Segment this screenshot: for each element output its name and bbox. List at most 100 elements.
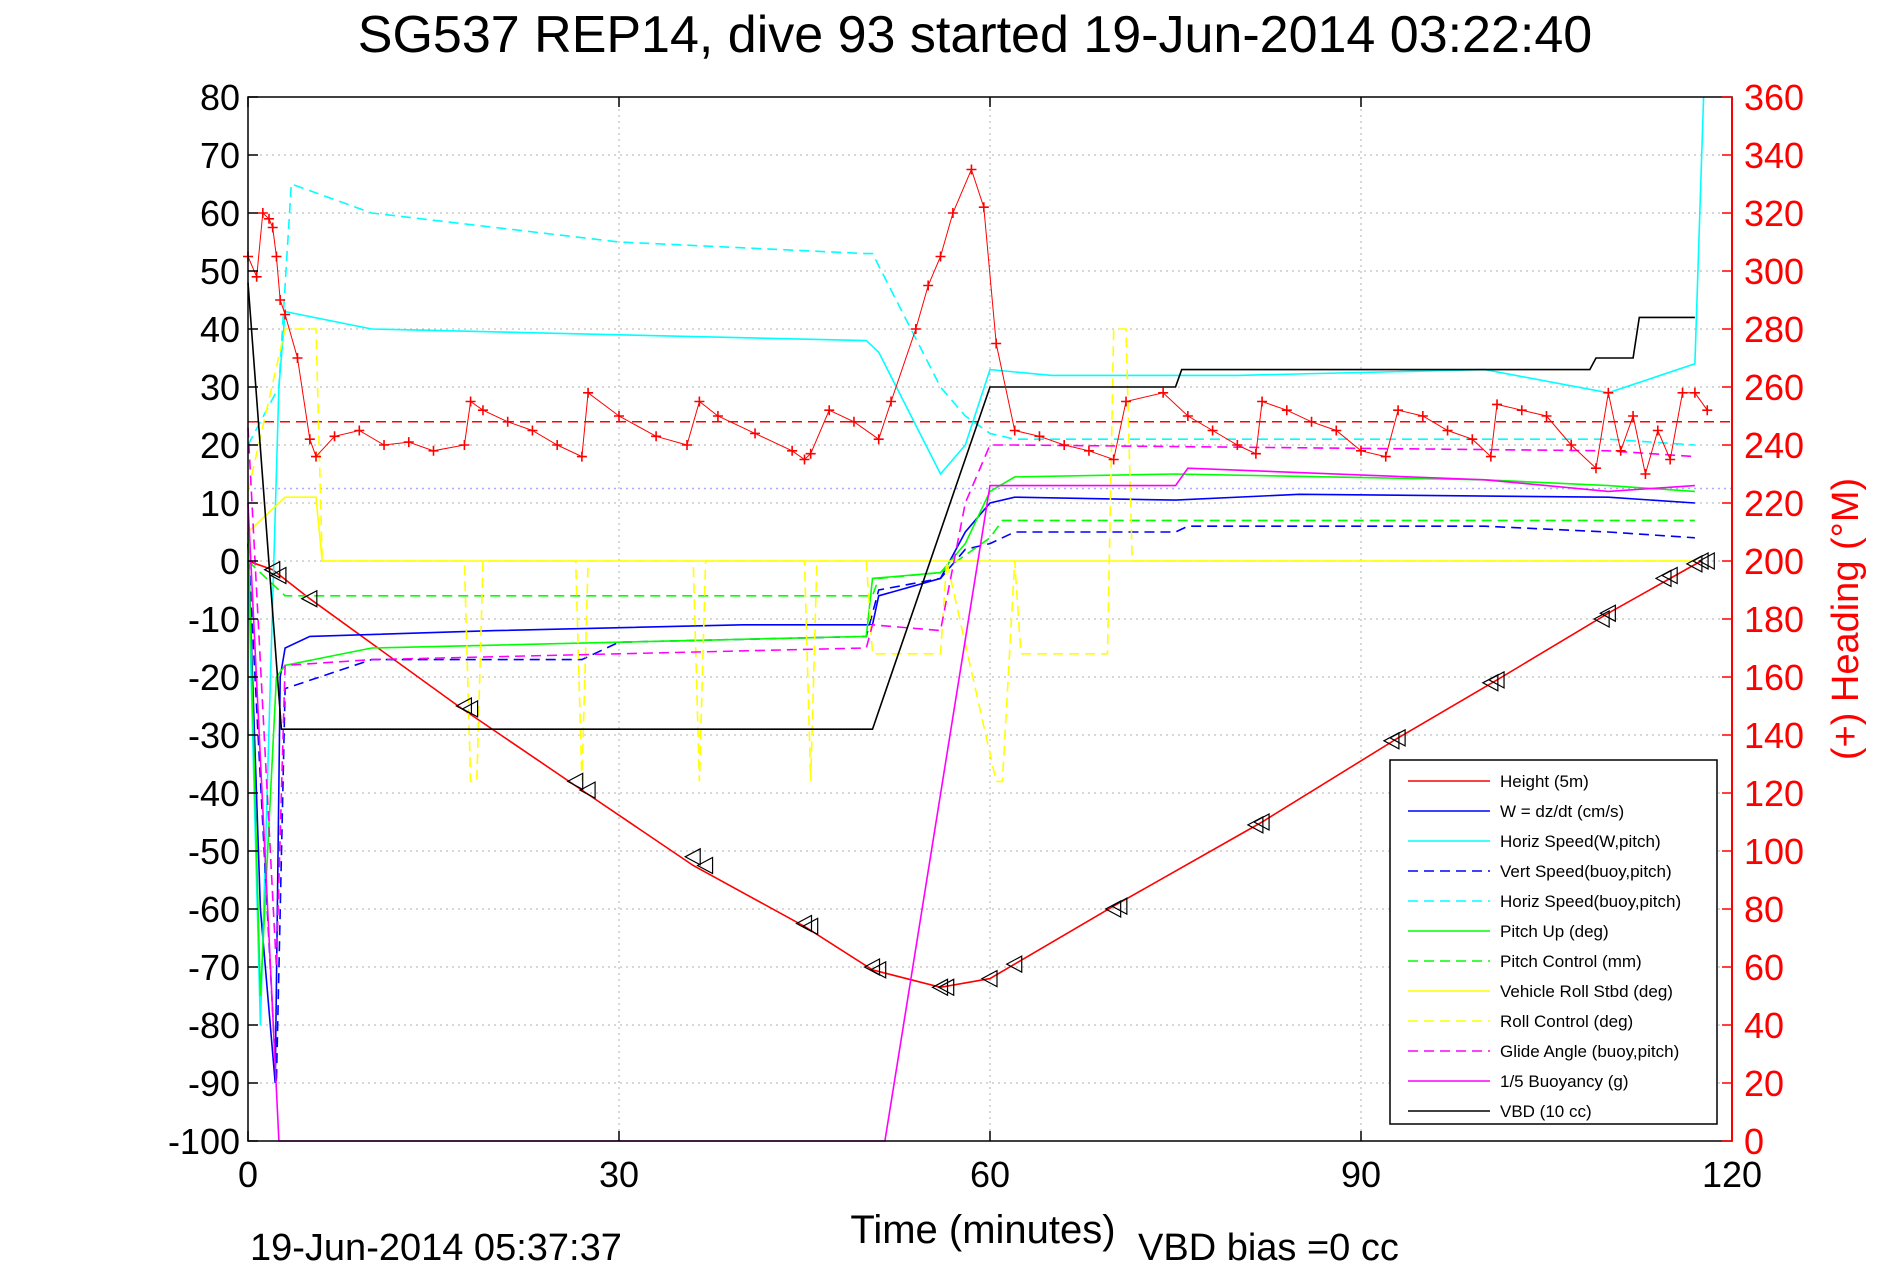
heading-point <box>1182 411 1193 421</box>
heading-point <box>966 164 977 175</box>
y2-axis-label: (+) Heading (°M) <box>1825 478 1867 760</box>
series-line <box>247 182 1695 446</box>
height-marker <box>263 560 281 579</box>
heading-markers <box>243 164 1713 479</box>
heading-point <box>805 448 816 459</box>
y-tick-label: 20 <box>200 425 240 466</box>
series-line <box>247 560 1702 989</box>
x-tick-label: 60 <box>970 1154 1010 1195</box>
heading-point <box>1083 445 1094 456</box>
y-tick-label: 60 <box>200 193 240 234</box>
height-marker <box>696 856 714 875</box>
heading-point <box>1442 425 1453 436</box>
legend-label: Horiz Speed(buoy,pitch) <box>1500 892 1681 911</box>
heading-point <box>311 451 322 462</box>
y2-tick-label: 160 <box>1744 657 1804 698</box>
heading-point <box>465 396 476 407</box>
y-tick-label: -70 <box>188 947 240 988</box>
heading-point <box>1121 396 1132 407</box>
heading-point <box>1108 454 1119 465</box>
heading-point <box>712 411 723 421</box>
height-marker <box>461 699 479 718</box>
heading-point <box>1492 399 1503 410</box>
legend-label: Horiz Speed(W,pitch) <box>1500 832 1661 851</box>
height-marker <box>578 781 596 800</box>
heading-point <box>459 440 470 450</box>
heading-point <box>1566 440 1577 450</box>
y2-tick-label: 240 <box>1744 425 1804 466</box>
height-marker <box>1592 610 1610 628</box>
heading-point <box>682 440 693 450</box>
y2-tick-label: 280 <box>1744 309 1804 350</box>
heading-point <box>354 425 365 436</box>
heading-point <box>1281 405 1292 416</box>
heading-point <box>257 208 268 218</box>
legend-label: 1/5 Buoyancy (g) <box>1500 1072 1629 1091</box>
heading-point <box>1232 440 1243 450</box>
footer-timestamp: 19-Jun-2014 05:37:37 <box>250 1227 622 1262</box>
heading-point <box>978 202 989 213</box>
heading-point <box>1034 431 1045 442</box>
heading-point <box>614 411 624 421</box>
y2-tick-label: 140 <box>1744 715 1804 756</box>
height-marker <box>1110 897 1128 916</box>
y2-tick-label: 300 <box>1744 251 1804 292</box>
y2-tick-label: 40 <box>1744 1005 1784 1046</box>
height-marker <box>300 589 318 608</box>
legend-label: VBD (10 cc) <box>1500 1102 1592 1121</box>
heading-point <box>935 251 946 262</box>
series-line <box>247 519 1695 597</box>
x-tick-label: 30 <box>599 1154 639 1195</box>
heading-point <box>886 396 897 407</box>
heading-point <box>1665 454 1676 465</box>
heading-point <box>1615 445 1626 456</box>
heading-point <box>1603 387 1614 398</box>
heading-point <box>280 309 291 320</box>
heading-point <box>1207 425 1218 436</box>
heading-point <box>477 405 488 416</box>
heading-point <box>947 208 958 218</box>
y-tick-label: -10 <box>188 599 240 640</box>
y-tick-label: -50 <box>188 831 240 872</box>
heading-point <box>576 451 587 462</box>
heading-point <box>251 271 262 282</box>
series-line <box>247 96 1705 1026</box>
height-marker <box>1252 813 1270 831</box>
heading-point <box>991 338 1002 349</box>
heading-point <box>1393 405 1404 416</box>
heading-point <box>1485 451 1496 462</box>
heading-point <box>1331 425 1342 436</box>
series-line <box>247 493 1695 1084</box>
heading-point <box>329 431 340 442</box>
reference-lines <box>248 421 1732 490</box>
legend-label: Pitch Up (deg) <box>1500 922 1609 941</box>
y-tick-label: -60 <box>188 889 240 930</box>
y-tick-label: 10 <box>200 483 240 524</box>
heading-point <box>1590 463 1601 474</box>
y-tick-label: -80 <box>188 1005 240 1046</box>
heading-point <box>1677 387 1688 398</box>
heading-point <box>787 445 798 456</box>
legend-label: Glide Angle (buoy,pitch) <box>1500 1042 1679 1061</box>
heading-point <box>1059 440 1070 450</box>
heading-point <box>1158 387 1169 398</box>
heading-point <box>1380 451 1391 462</box>
y2-tick-label: 60 <box>1744 947 1784 988</box>
legend-label: Roll Control (deg) <box>1500 1012 1633 1031</box>
height-marker <box>931 978 949 997</box>
series-line <box>247 328 1695 783</box>
heading-point <box>1356 445 1366 456</box>
heading-point <box>428 445 439 456</box>
heading-point <box>824 405 835 416</box>
heading-point <box>1652 425 1663 436</box>
y2-tick-label: 80 <box>1744 889 1784 930</box>
series-line <box>247 427 1695 968</box>
legend-label: W = dz/dt (cm/s) <box>1500 802 1624 821</box>
x-tick-label: 90 <box>1341 1154 1381 1195</box>
y-tick-label: -40 <box>188 773 240 814</box>
heading-point <box>1628 411 1639 421</box>
footer-vbd-bias: VBD bias =0 cc <box>1138 1227 1399 1262</box>
heading-point <box>1417 411 1428 421</box>
heading-point <box>1516 405 1527 416</box>
